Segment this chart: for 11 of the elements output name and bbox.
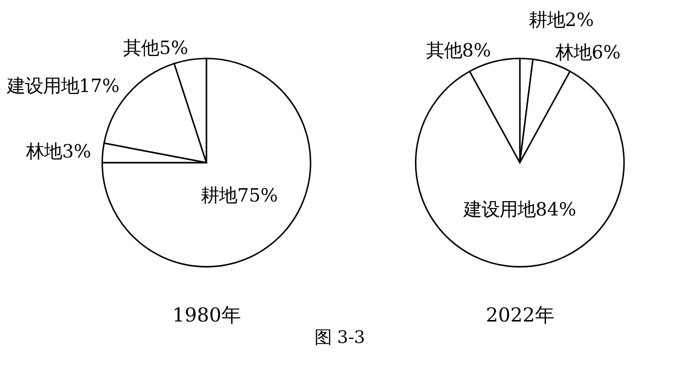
slice-label: 林地3% (25, 142, 92, 162)
caption: 图 3-3 (314, 328, 366, 348)
slice-label: 其他8% (426, 40, 492, 62)
slice-label: 耕地2% (528, 10, 594, 31)
slice-label: 林地6% (554, 42, 621, 64)
slice-label: 耕地75% (201, 186, 278, 207)
slice-label: 建设用地17% (6, 76, 120, 97)
slice-label: 其他5% (123, 38, 188, 60)
slice-label: 建设用地84% (462, 199, 576, 220)
text: 1980年 (172, 304, 240, 327)
text: 2022年 (486, 304, 554, 327)
